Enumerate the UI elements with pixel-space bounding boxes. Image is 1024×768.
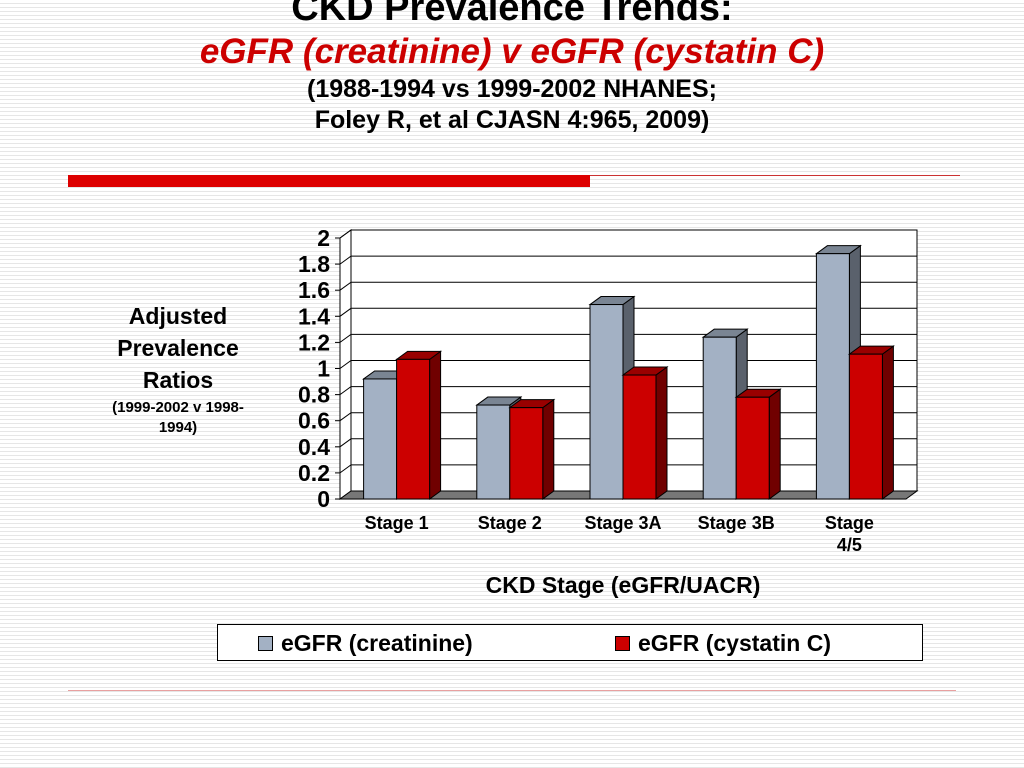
x-tick-label: Stage 2 [478,513,542,533]
y-tick-label: 0.6 [298,408,330,434]
y-tick-label: 0.2 [298,460,330,486]
legend-swatch-creatinine [258,636,273,651]
bar-cystatin-1 [508,398,556,500]
bar-cystatin-4 [847,345,895,500]
bar-cystatin-0 [395,350,443,500]
gridline [339,229,917,239]
y-tick-label: 2 [317,225,330,251]
slide-subtitle: eGFR (creatinine) v eGFR (cystatin C) [199,32,825,71]
gridline [339,255,917,265]
y-tick-label: 1 [317,356,330,382]
y-axis-label: Adjusted Prevalence Ratios [117,303,239,393]
x-tick-label: Stage 3B [698,513,775,533]
y-tick-label: 1.6 [298,277,330,303]
slide-title-block: CKD Prevalence Trends: eGFR (creatinine)… [0,0,1024,136]
legend-swatch-cystatin [615,636,630,651]
footer-rule [68,690,956,691]
bar-cystatin-2 [621,366,669,500]
y-tick-label: 1.2 [298,329,330,355]
x-tick-label: Stage 4/5 [825,513,874,555]
legend-item-creatinine: eGFR (creatinine) [258,630,473,657]
y-tick-label: 1.4 [298,303,330,329]
citation-line-1: (1988-1994 vs 1999-2002 NHANES; [307,75,717,103]
title-underline-thin [590,175,960,176]
legend-item-cystatin: eGFR (cystatin C) [615,630,831,657]
citation-line-2: Foley R, et al CJASN 4:965, 2009) [314,106,710,134]
y-tick-label: 0.4 [298,434,330,460]
gridline [339,281,917,291]
y-tick-label: 1.8 [298,251,330,277]
x-tick-label: Stage 3A [584,513,661,533]
gridline [339,307,917,317]
y-axis-sublabel: (1999-2002 v 1998-1994) [112,399,244,436]
y-axis-title: Adjusted Prevalence Ratios (1999-2002 v … [100,300,256,438]
legend-label-cystatin: eGFR (cystatin C) [638,630,831,656]
legend-label-creatinine: eGFR (creatinine) [281,630,473,656]
chart-legend: eGFR (creatinine) eGFR (cystatin C) [217,624,923,661]
x-axis-label: CKD Stage (eGFR/UACR) [486,572,761,598]
y-tick-label: 0.8 [298,382,330,408]
bar-cystatin-3 [734,388,782,500]
y-tick-label: 0 [317,486,330,512]
slide-title: CKD Prevalence Trends: [291,0,733,29]
x-tick-label: Stage 1 [365,513,429,533]
title-underline-red [68,175,590,187]
